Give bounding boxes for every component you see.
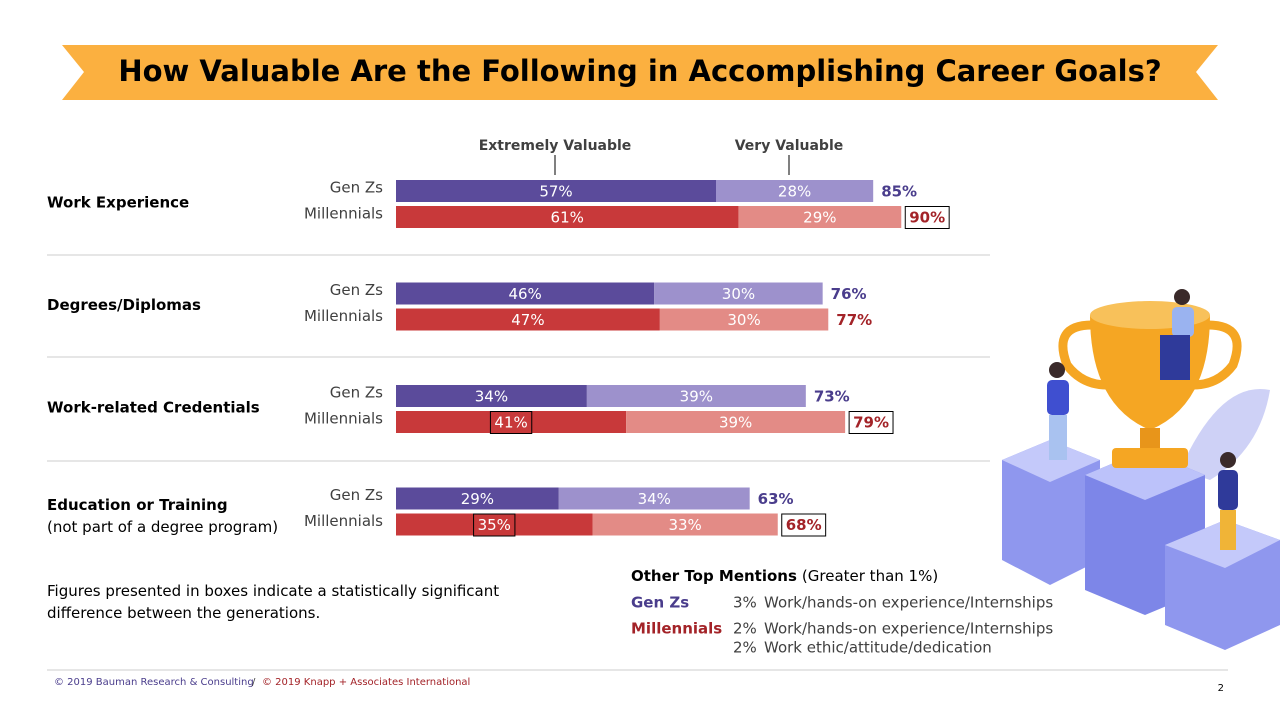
footnote-line: Figures presented in boxes indicate a st…: [47, 582, 499, 600]
mentions-pct: 2%: [733, 639, 757, 657]
bar-segment: [654, 282, 823, 305]
bar-segment: [396, 513, 593, 536]
series-label: Gen Zs: [330, 486, 383, 504]
bar-segment: [626, 411, 846, 433]
category-label: Work-related Credentials: [47, 399, 260, 417]
series-label: Gen Zs: [330, 179, 383, 197]
category-label: Work Experience: [47, 194, 189, 212]
total-label: 79%: [853, 414, 889, 432]
value-label: 35%: [478, 516, 511, 534]
mentions-title: Other Top Mentions: [631, 567, 797, 585]
value-label: 47%: [511, 311, 544, 329]
series-label: Gen Zs: [330, 281, 383, 299]
bar-segment: [396, 206, 739, 228]
mentions-pct: 2%: [733, 620, 757, 638]
footer-separator: /: [252, 677, 256, 688]
significance-box: [781, 513, 827, 537]
series-label: Millennials: [304, 410, 383, 428]
value-label: 34%: [638, 490, 671, 508]
significance-box: [848, 411, 894, 434]
value-label: 34%: [475, 388, 508, 406]
total-label: 76%: [831, 285, 867, 303]
category-note: (not part of a degree program): [47, 518, 278, 536]
mentions-pct: 3%: [733, 594, 757, 612]
value-label: 39%: [719, 414, 752, 432]
total-label: 63%: [758, 490, 794, 508]
footer-right: © 2019 Knapp + Associates International: [262, 677, 470, 688]
trophy-illustration: [1002, 289, 1280, 650]
value-label: 29%: [803, 209, 836, 227]
bar-segment: [396, 411, 627, 433]
mentions-group: Gen Zs: [631, 594, 689, 612]
series-label: Millennials: [304, 205, 383, 223]
footnote-line: difference between the generations.: [47, 604, 320, 622]
significance-box: [489, 411, 533, 434]
bar-segment: [586, 385, 806, 407]
value-label: 57%: [539, 183, 572, 201]
significance-box: [904, 206, 950, 229]
value-label: 29%: [461, 490, 494, 508]
value-label: 33%: [668, 516, 701, 534]
mentions-text: Work/hands-on experience/Internships: [764, 594, 1053, 612]
chart-title: How Valuable Are the Following in Accomp…: [118, 54, 1161, 88]
bar-segment: [396, 385, 587, 407]
value-label: 41%: [494, 414, 527, 432]
mentions-qualifier: (Greater than 1%): [802, 567, 938, 585]
mentions-group: Millennials: [631, 620, 722, 638]
significance-box: [473, 513, 516, 537]
total-label: 68%: [786, 516, 822, 534]
bar-segment: [659, 308, 829, 331]
title-banner: [62, 45, 1218, 100]
mentions-heading: Other Top Mentions (Greater than 1%): [631, 567, 938, 585]
bar-segment: [396, 180, 716, 202]
bar-segment: [396, 308, 660, 331]
value-label: 46%: [508, 285, 541, 303]
value-label: 61%: [551, 209, 584, 227]
series-label: Millennials: [304, 512, 383, 530]
bar-segment: [592, 513, 778, 536]
legend-label: Very Valuable: [735, 138, 844, 154]
value-label: 30%: [727, 311, 760, 329]
bar-segment: [715, 180, 874, 202]
value-label: 28%: [778, 183, 811, 201]
footnote: Figures presented in boxes indicate a st…: [47, 582, 499, 622]
value-label: 30%: [722, 285, 755, 303]
bar-segment: [558, 487, 750, 510]
series-label: Millennials: [304, 307, 383, 325]
mentions-text: Work ethic/attitude/dedication: [764, 639, 992, 657]
total-label: 77%: [836, 311, 872, 329]
legend-label: Extremely Valuable: [479, 138, 632, 154]
bar-segment: [396, 282, 655, 305]
footer-left: © 2019 Bauman Research & Consulting: [54, 677, 254, 688]
total-label: 85%: [881, 183, 917, 201]
total-label: 73%: [814, 388, 850, 406]
series-label: Gen Zs: [330, 384, 383, 402]
category-label: Education or Training: [47, 496, 228, 514]
value-label: 39%: [680, 388, 713, 406]
mentions-text: Work/hands-on experience/Internships: [764, 620, 1053, 638]
total-label: 90%: [909, 209, 945, 227]
page-number: 2: [1218, 683, 1224, 694]
bar-segment: [396, 487, 559, 510]
category-label: Degrees/Diplomas: [47, 296, 201, 314]
bar-segment: [738, 206, 902, 228]
